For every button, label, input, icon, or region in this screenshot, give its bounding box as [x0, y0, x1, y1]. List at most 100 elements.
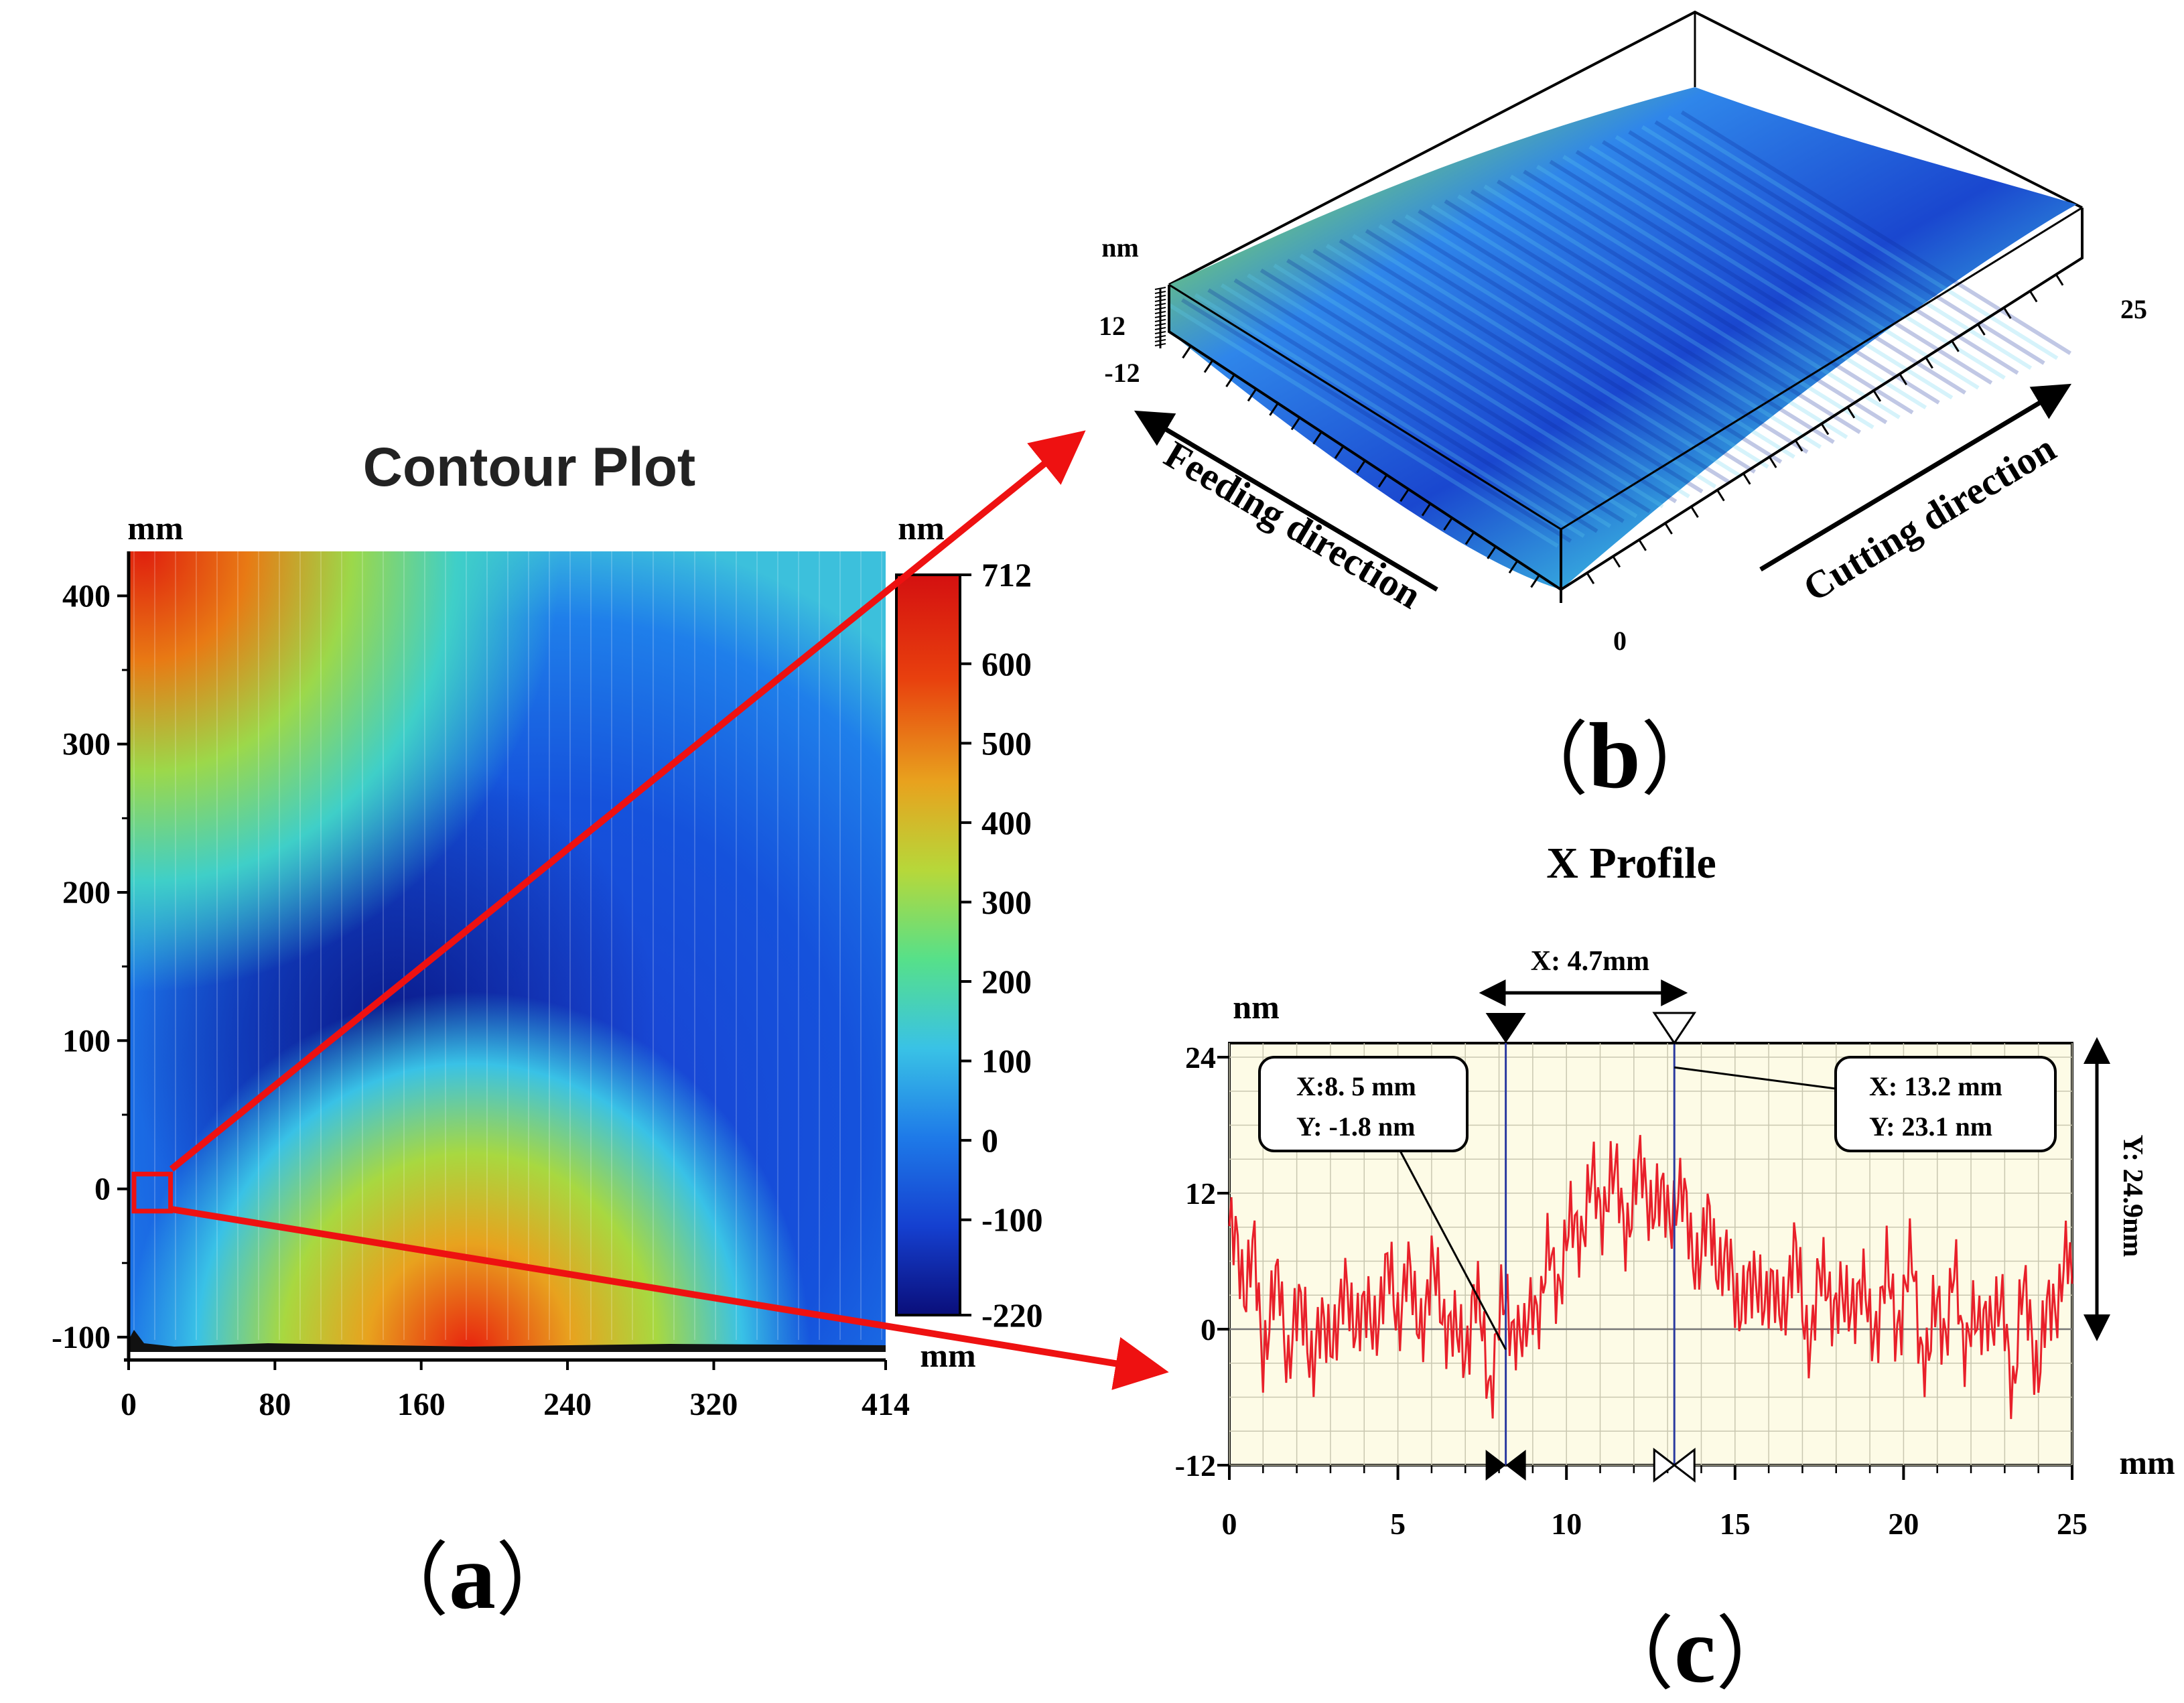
z-scale-tick	[1154, 307, 1166, 310]
surface-streak	[1325, 243, 1717, 489]
zoom-arrows	[169, 430, 1169, 1390]
colorbar-tick-label: -100	[981, 1201, 1043, 1239]
cursor-2-bottom-marker[interactable]	[1653, 1447, 1696, 1483]
panel-label-a: （a）	[368, 1525, 576, 1629]
profile-y-tick-label: 24	[1185, 1040, 1216, 1075]
z-scale-tick	[1154, 291, 1166, 294]
surface-edge-tick	[2029, 290, 2038, 303]
surface-streak	[1430, 204, 1822, 450]
surface-streak	[1628, 130, 2019, 375]
z-scale-tick	[1154, 327, 1166, 330]
cursor-2-top-marker[interactable]	[1652, 1012, 1697, 1045]
cutting-direction-arrow	[1759, 383, 2072, 572]
surface-edge-tick	[1743, 472, 1751, 485]
surface-streak	[1562, 155, 1954, 400]
profile-x-tick-label: 25	[2057, 1507, 2088, 1541]
contour-plot-title: Contour Plot	[363, 437, 695, 498]
delta-y-label: Y: 24.9nm	[2117, 1135, 2148, 1257]
cursor-2-callout: X: 13.2 mm Y: 23.1 nm	[1674, 1056, 2057, 1152]
surface-edge-tick	[1530, 574, 1540, 588]
colorbar-tick-label: 712	[981, 556, 1032, 594]
surface-edge-tick	[1664, 523, 1673, 535]
contour-heatmap	[129, 551, 886, 1352]
z-scale	[1154, 287, 1166, 348]
colorbar-tick-label: 500	[981, 724, 1032, 762]
surface-streak	[1207, 288, 1598, 533]
z-scale-tick	[1154, 335, 1166, 338]
surface-edge-tick	[1400, 488, 1410, 502]
surface-edge-tick	[1182, 345, 1192, 359]
surface-streak	[1602, 140, 1993, 385]
surface-edge-tick	[2055, 273, 2064, 286]
surface-3d-panel: nm 12 -12 0 25 Feeding direction Cutting…	[1099, 10, 2147, 808]
surface-edge-tick	[1925, 356, 1933, 369]
profile-x-unit: mm	[2119, 1444, 2175, 1481]
surface-streak	[1312, 249, 1704, 494]
surface-edge-tick	[2003, 307, 2012, 320]
surface-edge-tick	[1716, 489, 1725, 502]
z-scale-tick	[1154, 331, 1166, 334]
contour-x-tick-label: 320	[689, 1387, 738, 1422]
contour-y-tick-label: -100	[52, 1320, 111, 1355]
z-scale-tick	[1154, 339, 1166, 342]
surface-edge-tick	[1794, 439, 1803, 452]
surface-edge-tick	[1820, 423, 1830, 435]
surface-streak	[1181, 298, 1572, 543]
surface-streak	[1286, 259, 1678, 504]
z-scale-tick	[1154, 299, 1166, 302]
surface-edge-tick	[1768, 456, 1777, 468]
surface-streak	[1378, 224, 1769, 469]
contour-y-tick-label: 400	[62, 578, 111, 614]
surface-streak	[1339, 239, 1730, 484]
z-tick-max: 12	[1099, 311, 1125, 341]
profile-x-tick-label: 0	[1222, 1507, 1237, 1541]
colorbar-tick-label: -220	[981, 1296, 1043, 1334]
colorbar-tick-label: 100	[981, 1042, 1032, 1080]
surface-streak	[1549, 159, 1940, 405]
contour-x-tick-label: 160	[397, 1387, 446, 1422]
feeding-direction-arrow	[1134, 410, 1438, 592]
zoom-arrow-to-surface	[169, 430, 1086, 1172]
surface-streak	[1497, 180, 1888, 425]
contour-y-unit: mm	[127, 509, 183, 547]
cursor-2-x-readout: X: 13.2 mm	[1869, 1071, 2002, 1101]
profile-title: X Profile	[1546, 839, 1716, 888]
z-scale-tick	[1154, 295, 1166, 298]
surface-edge-tick	[1487, 546, 1497, 559]
surface-streak	[1523, 169, 1914, 415]
surface-axis-end: 25	[2120, 294, 2147, 324]
surface-edge-tick	[1951, 340, 1960, 352]
profile-x-tick-label: 10	[1551, 1507, 1582, 1541]
profile-series-line	[1228, 1135, 2073, 1420]
panel-label-b: （b）	[1508, 704, 1721, 808]
surface-axis-start: 0	[1613, 626, 1627, 656]
cursor-1-top-marker[interactable]	[1485, 1013, 1526, 1043]
contour-y-tick-label: 0	[94, 1172, 111, 1207]
profile-y-tick-label: -12	[1175, 1448, 1216, 1483]
surface-streak	[1391, 219, 1783, 464]
surface-edge-tick	[1377, 474, 1388, 488]
delta-x-label: X: 4.7mm	[1531, 946, 1649, 977]
contour-y-tick-label: 100	[62, 1023, 111, 1059]
surface-streak	[1509, 174, 1901, 419]
surface-edge-tick	[1225, 374, 1235, 387]
surface-streak	[1220, 283, 1612, 529]
surface-streak	[1470, 189, 1861, 434]
surface-streak	[1168, 303, 1559, 548]
surface-streak	[1535, 164, 1927, 410]
cursor-1-bottom-marker[interactable]	[1485, 1450, 1526, 1481]
contour-x-unit: mm	[920, 1337, 975, 1374]
cutting-direction-label: Cutting direction	[1796, 426, 2063, 610]
panel-label-c: （c）	[1594, 1598, 1796, 1702]
surface-edge-tick	[1203, 359, 1214, 373]
surface-streak	[1483, 184, 1874, 429]
surface-streak	[1299, 253, 1690, 498]
surface-edge-tick	[1290, 417, 1301, 431]
z-scale-tick	[1154, 311, 1166, 314]
selection-box	[131, 1171, 174, 1214]
colorbar: 712 600 500 400 300 200 100 0 -100 -220	[895, 556, 1043, 1334]
z-scale-tick	[1154, 303, 1166, 306]
surface-streak	[1418, 209, 1809, 454]
